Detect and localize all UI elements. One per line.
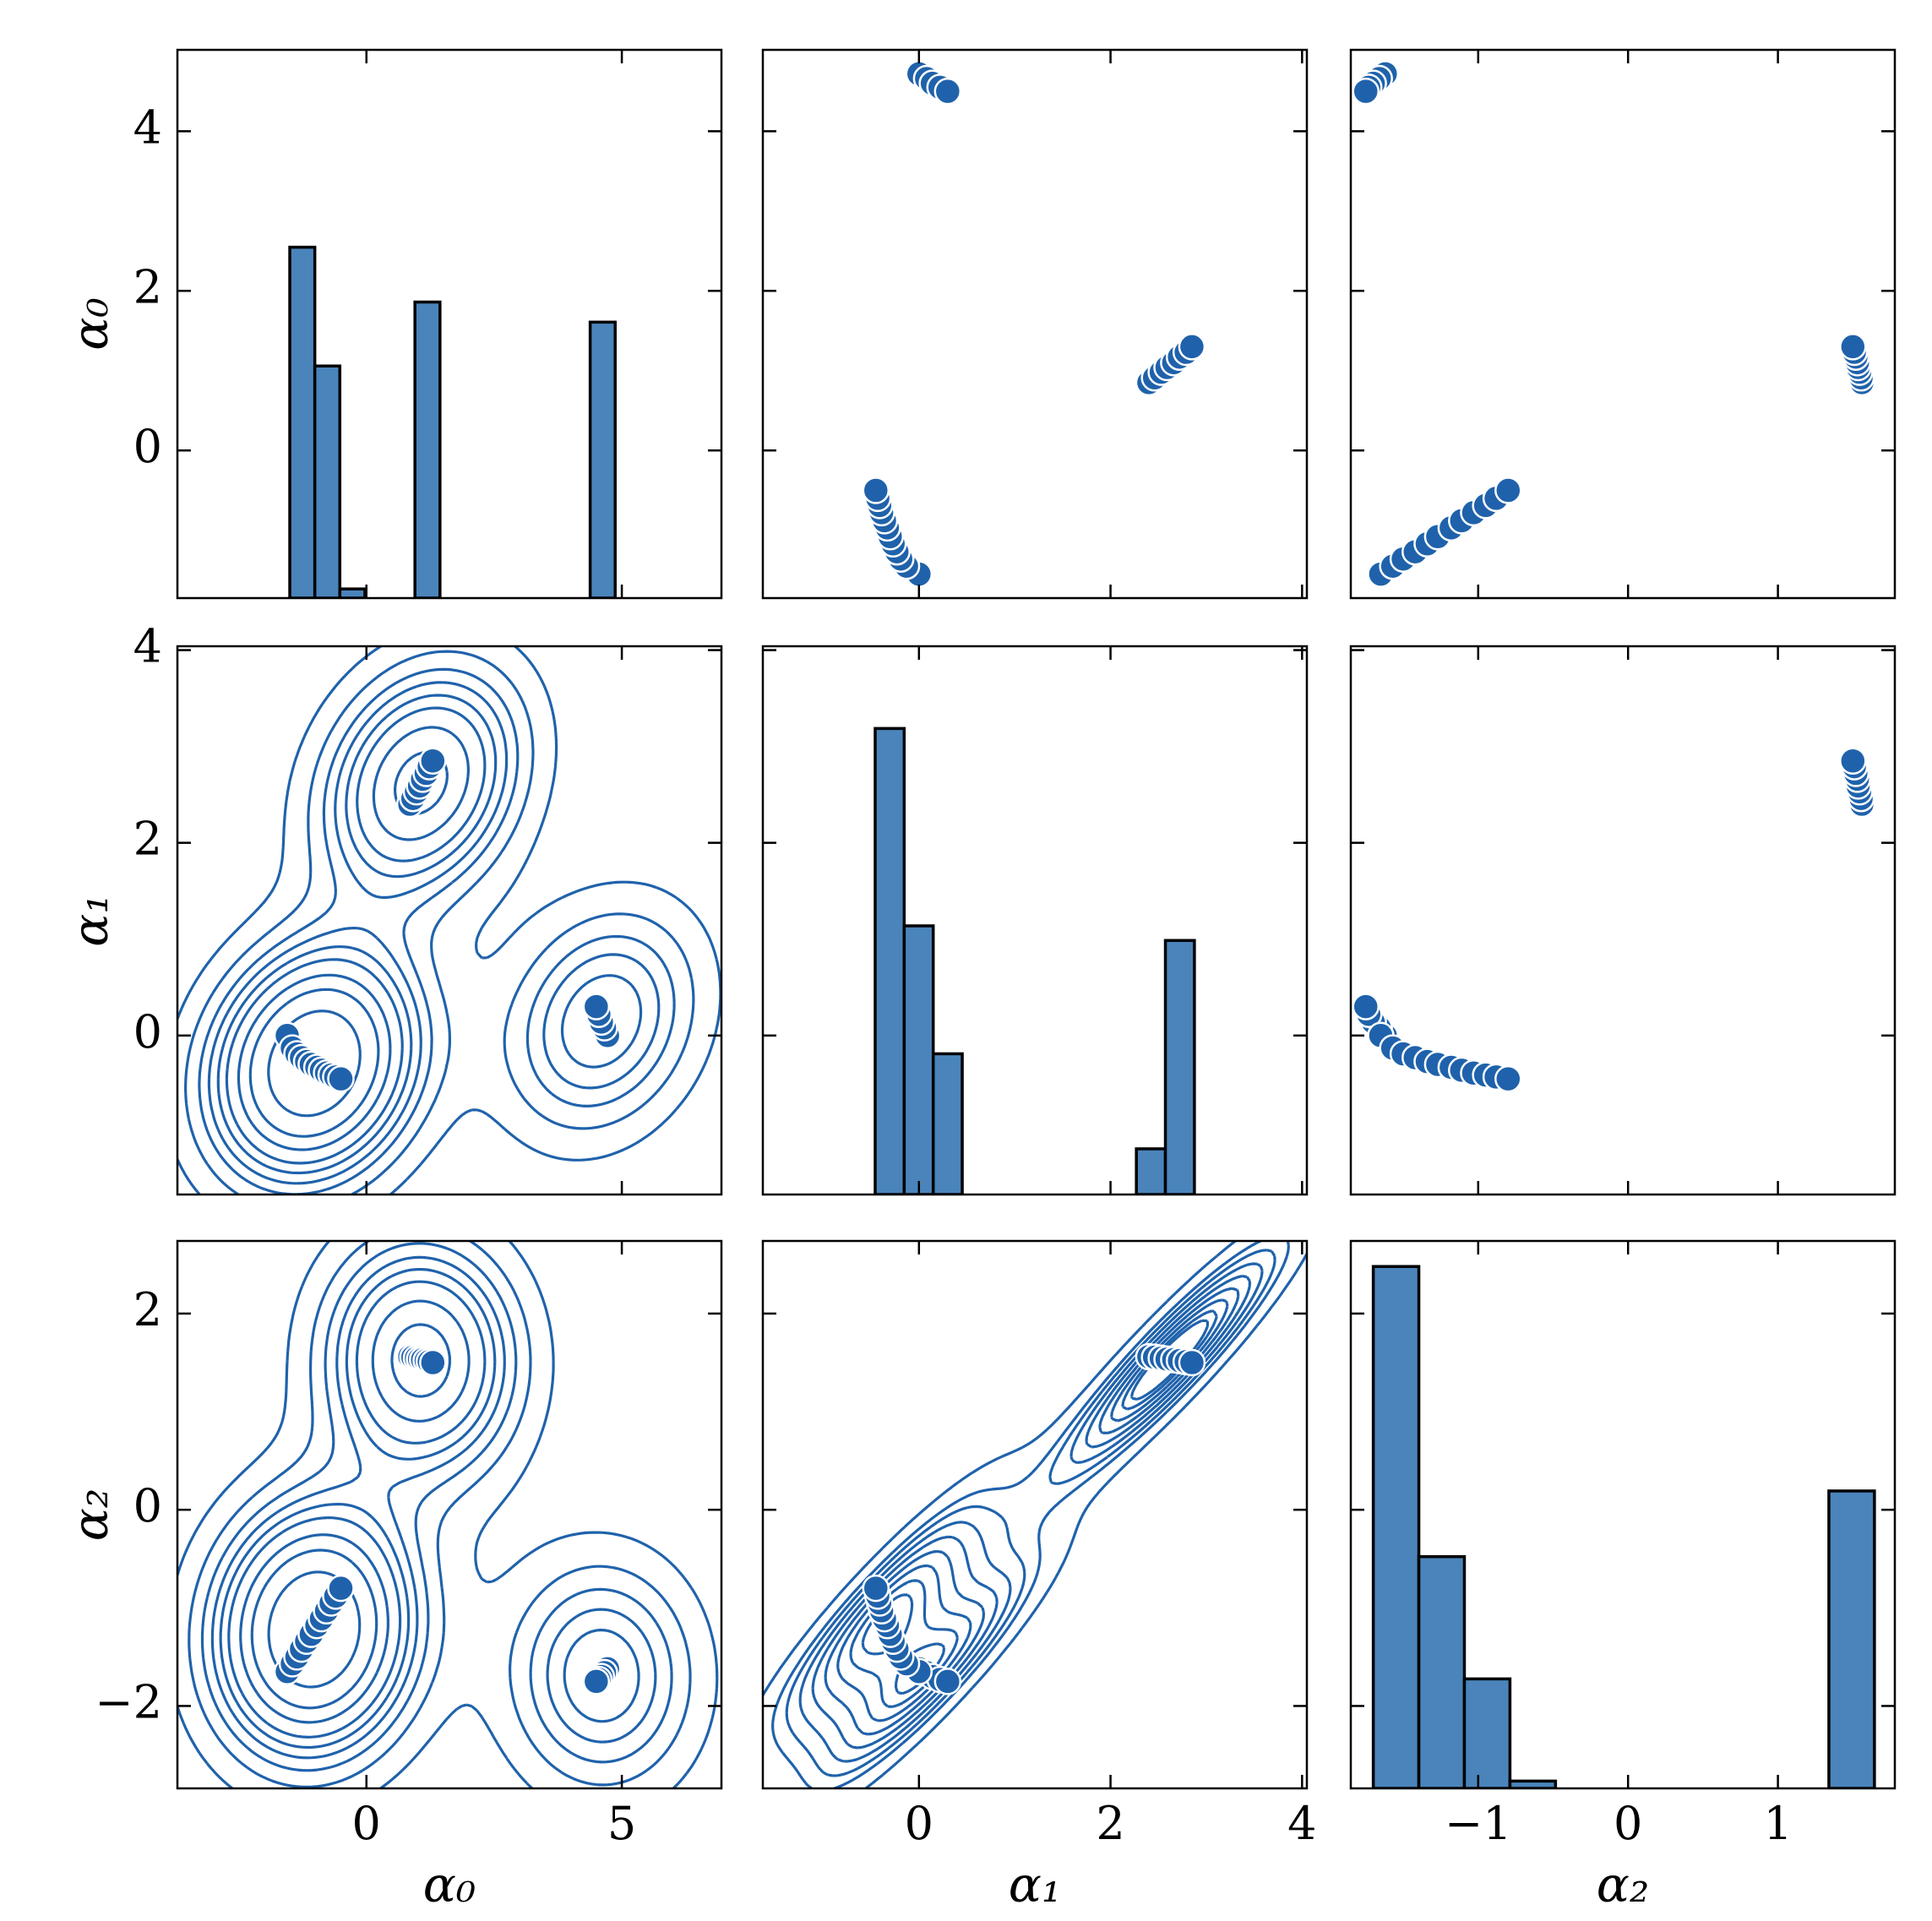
kde-contour [267, 1009, 362, 1118]
y-tick-label: 0 [133, 1005, 162, 1058]
panel [763, 1241, 1307, 1788]
kde-contour [239, 1299, 471, 1724]
histogram-bar [1371, 1265, 1421, 1788]
kde-contour [237, 726, 470, 1151]
scatter-point [1494, 1064, 1522, 1093]
histogram-bar [288, 245, 317, 598]
scatter-point [933, 77, 962, 106]
scatter-point [933, 1668, 962, 1695]
y-tick-label: 4 [133, 620, 162, 673]
kde-contour [216, 694, 643, 1175]
kde-contour [219, 1268, 640, 1750]
x-tick-label: 1 [1763, 1797, 1792, 1850]
panel [177, 646, 721, 1195]
x-tick-label: −1 [1445, 1797, 1512, 1850]
scatter-point [1178, 1348, 1206, 1377]
x-tick-label: 2 [1096, 1797, 1124, 1850]
histogram-bar [902, 924, 935, 1195]
scatter-point [327, 1574, 355, 1603]
scatter-point [1494, 476, 1522, 504]
y-tick-label: 2 [133, 1283, 162, 1336]
histogram-bar [1462, 1677, 1512, 1788]
kde-contour [227, 1280, 606, 1739]
histogram-bar [588, 320, 617, 598]
histogram-bar [1163, 939, 1196, 1195]
y-tick-label: 0 [133, 420, 162, 473]
y-tick-label: 2 [133, 260, 162, 313]
scatter-point [419, 747, 447, 775]
x-tick-label: 0 [905, 1797, 933, 1850]
panel [862, 60, 1206, 588]
scatter-point [582, 993, 611, 1020]
y-tick-label: −2 [95, 1675, 162, 1728]
kde-contour [861, 1319, 1209, 1695]
kde-contour [785, 1249, 1276, 1777]
panel [1352, 747, 1876, 1093]
histogram-bar [338, 587, 367, 598]
y-tick-label: 2 [133, 813, 162, 866]
panel-frame [761, 1239, 1309, 1790]
y-axis-label: α₀ [62, 297, 119, 350]
histogram-bar [1135, 1147, 1167, 1195]
panel [177, 1241, 719, 1788]
panel [1352, 60, 1876, 588]
histogram-bar [1417, 1554, 1467, 1788]
histogram-bar [1827, 1489, 1876, 1788]
kde-contour [198, 667, 676, 1195]
scatter-point [1352, 993, 1380, 1020]
kde-contour [188, 1241, 692, 1788]
scatter-point [862, 1574, 890, 1603]
panel-frame [176, 48, 723, 600]
histogram-bar [313, 364, 342, 598]
y-axis-label: α₂ [62, 1488, 119, 1541]
x-tick-label: 4 [1287, 1797, 1316, 1850]
kde-contour [207, 681, 661, 1185]
x-tick-label: 0 [1614, 1797, 1642, 1850]
panel [873, 726, 1196, 1195]
histogram-bar [931, 1052, 964, 1195]
x-tick-label: 0 [352, 1797, 381, 1850]
scatter-point [1178, 333, 1206, 361]
kde-contour [200, 1242, 673, 1772]
panel-frame [1349, 1239, 1897, 1790]
histogram-bar [1508, 1779, 1558, 1788]
kde-contour [177, 1241, 719, 1788]
scatter-point [1352, 77, 1380, 106]
kde-contour [798, 1262, 1264, 1763]
panel [1371, 1265, 1876, 1788]
kde-contour [177, 646, 721, 1195]
x-axis-label: α₁ [1009, 1856, 1061, 1913]
panel-frame [176, 1239, 723, 1790]
panel-frame [1349, 645, 1897, 1196]
panel-frame [176, 645, 723, 1196]
scatter-point [419, 1348, 447, 1377]
kde-contour [184, 650, 695, 1195]
scatter-point [582, 1668, 611, 1695]
scatter-point [327, 1064, 355, 1093]
kde-contour [210, 1255, 657, 1760]
kde-contour [248, 750, 449, 1138]
x-axis-label: α₂ [1597, 1856, 1649, 1913]
scatter-point [1839, 333, 1867, 361]
kde-contour [250, 1323, 452, 1710]
x-axis-label: α₀ [423, 1856, 476, 1913]
kde-contour [771, 1241, 1290, 1788]
histogram-bar [413, 300, 442, 598]
panel [288, 245, 617, 598]
y-tick-label: 4 [133, 101, 162, 154]
x-tick-label: 5 [607, 1797, 636, 1850]
scatter-point [1839, 747, 1867, 775]
scatter-point [862, 476, 890, 504]
y-axis-label: α₁ [62, 894, 119, 946]
y-tick-label: 0 [133, 1479, 162, 1532]
panel-frame [1349, 48, 1897, 600]
kde-contour [225, 706, 611, 1165]
panel-frame [761, 645, 1309, 1196]
panel-frame [761, 48, 1309, 600]
histogram-bar [873, 726, 906, 1195]
